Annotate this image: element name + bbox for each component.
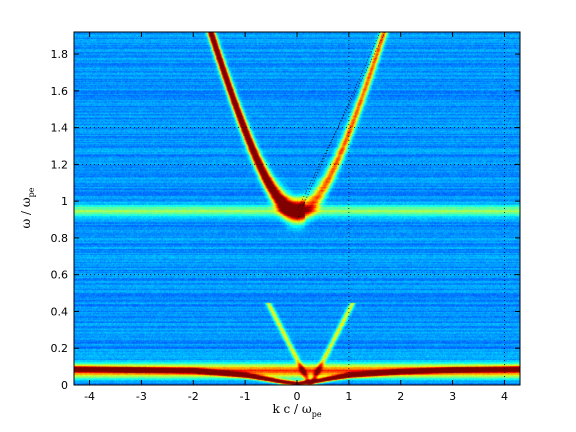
y-tick-label-1: 1 bbox=[61, 195, 68, 208]
y-tick-label-1.2: 1.2 bbox=[51, 158, 69, 171]
y-axis-label: ω / ωpe bbox=[19, 187, 36, 228]
y-tick-label-1.4: 1.4 bbox=[51, 122, 69, 135]
y-tick-label-0: 0 bbox=[61, 379, 68, 392]
plot-area bbox=[73, 31, 521, 386]
y-tick-label-0.8: 0.8 bbox=[51, 232, 69, 245]
y-axis: 0 0.2 0.4 0.6 0.8 1 1.2 1.4 1.6 1.8 bbox=[51, 48, 520, 392]
light-line bbox=[296, 32, 386, 211]
y-tick-label-1.8: 1.8 bbox=[51, 48, 69, 61]
light-line-2 bbox=[296, 32, 381, 220]
x-tick-label--4: -4 bbox=[84, 390, 95, 403]
y-tick-label-0.6: 0.6 bbox=[51, 269, 69, 282]
x-tick-label-0: 0 bbox=[294, 390, 301, 403]
plot-overlays bbox=[74, 32, 520, 385]
x-tick-label--3: -3 bbox=[136, 390, 147, 403]
y-tick-label-0.2: 0.2 bbox=[51, 342, 69, 355]
heatmap-canvas bbox=[74, 32, 520, 385]
x-tick-label-1: 1 bbox=[345, 390, 352, 403]
x-tick-label--1: -1 bbox=[240, 390, 251, 403]
x-tick-label-4: 4 bbox=[501, 390, 508, 403]
x-tick-label-3: 3 bbox=[449, 390, 456, 403]
x-axis: -4 -3 -2 -1 0 1 2 3 4 bbox=[84, 32, 508, 403]
x-tick-label--2: -2 bbox=[188, 390, 199, 403]
x-axis-label: k c / ωpe bbox=[272, 402, 321, 419]
x-tick-label-2: 2 bbox=[397, 390, 404, 403]
y-tick-label-1.6: 1.6 bbox=[51, 85, 69, 98]
y-tick-label-0.4: 0.4 bbox=[51, 305, 69, 318]
